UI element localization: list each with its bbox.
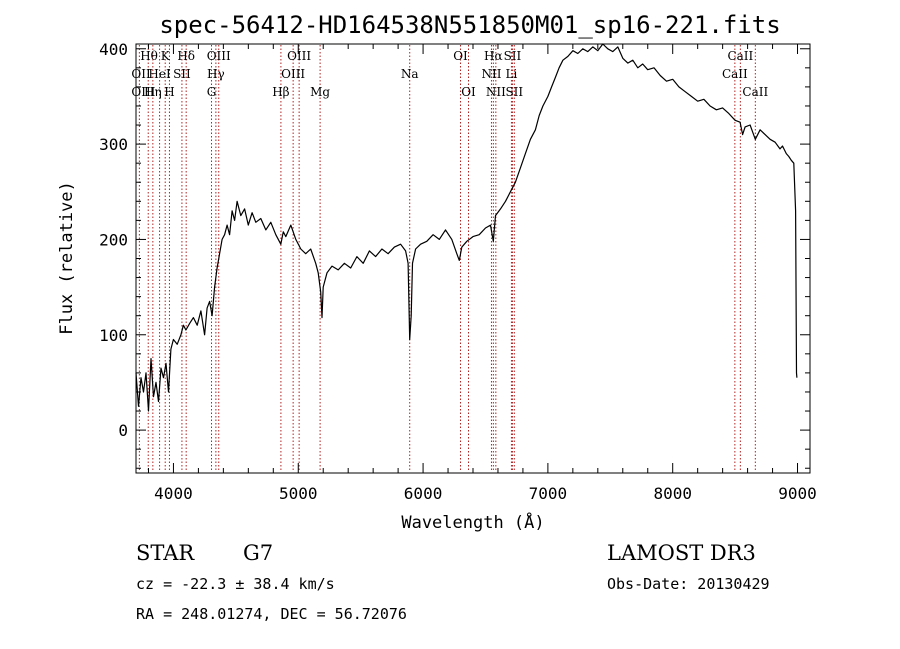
line-label: CaII xyxy=(722,67,748,81)
object-class: STAR xyxy=(136,541,195,565)
line-label: Hβ xyxy=(272,85,289,99)
series-layer xyxy=(135,43,798,412)
line-label: Hθ xyxy=(140,49,158,63)
line-label: Mg xyxy=(310,85,330,99)
line-label: Na xyxy=(401,67,419,81)
line-label: Hδ xyxy=(177,49,195,63)
obs-date-text: Obs-Date: 20130429 xyxy=(607,575,770,593)
object-subclass: G7 xyxy=(243,541,273,565)
line-label: OI xyxy=(453,49,468,63)
line-label: SII xyxy=(173,67,191,81)
line-label: NII xyxy=(486,85,506,99)
line-label: OI xyxy=(461,85,476,99)
y-tick-label: 0 xyxy=(118,421,128,440)
x-tick-label: 7000 xyxy=(529,484,568,503)
survey-name: LAMOST DR3 xyxy=(607,541,756,565)
y-axis-label: Flux (relative) xyxy=(57,181,77,335)
line-label: OIII xyxy=(131,85,155,99)
line-label: Li xyxy=(506,67,518,81)
line-label: CaII xyxy=(727,49,753,63)
line-label: G xyxy=(207,85,217,99)
y-tick-label: 100 xyxy=(99,326,128,345)
coords-text: RA = 248.01274, DEC = 56.72076 xyxy=(136,605,407,623)
line-label: CaII xyxy=(742,85,768,99)
line-label: OIII xyxy=(281,67,305,81)
line-label: NII xyxy=(481,67,501,81)
line-label: SII xyxy=(505,85,523,99)
x-tick-label: 9000 xyxy=(778,484,817,503)
x-tick-label: 8000 xyxy=(653,484,692,503)
x-tick-label: 4000 xyxy=(154,484,193,503)
x-axis-label: Wavelength (Å) xyxy=(401,511,544,533)
line-label: OIII xyxy=(287,49,311,63)
redshift-text: cz = -22.3 ± 38.4 km/s xyxy=(136,575,335,593)
y-tick-label: 200 xyxy=(99,230,128,249)
line-label: Hη xyxy=(144,85,162,99)
x-tick-label: 5000 xyxy=(279,484,318,503)
x-tick-label: 6000 xyxy=(404,484,443,503)
line-label: SII xyxy=(504,49,522,63)
line-label: HeI xyxy=(148,67,171,81)
y-tick-label: 400 xyxy=(99,40,128,59)
spectrum-line xyxy=(135,43,798,412)
axes-layer: 4000 5000 6000 7000 8000 9000 0 100 200 300 400 xyxy=(99,40,817,503)
line-label: Hα xyxy=(484,49,503,63)
y-tick-label: 300 xyxy=(99,135,128,154)
line-label: H xyxy=(164,85,174,99)
line-label: Hγ xyxy=(207,67,225,81)
line-label: K xyxy=(161,49,171,63)
line-label: OIII xyxy=(207,49,231,63)
chart-title: spec-56412-HD164538N551850M01_sp16-221.f… xyxy=(159,11,780,39)
